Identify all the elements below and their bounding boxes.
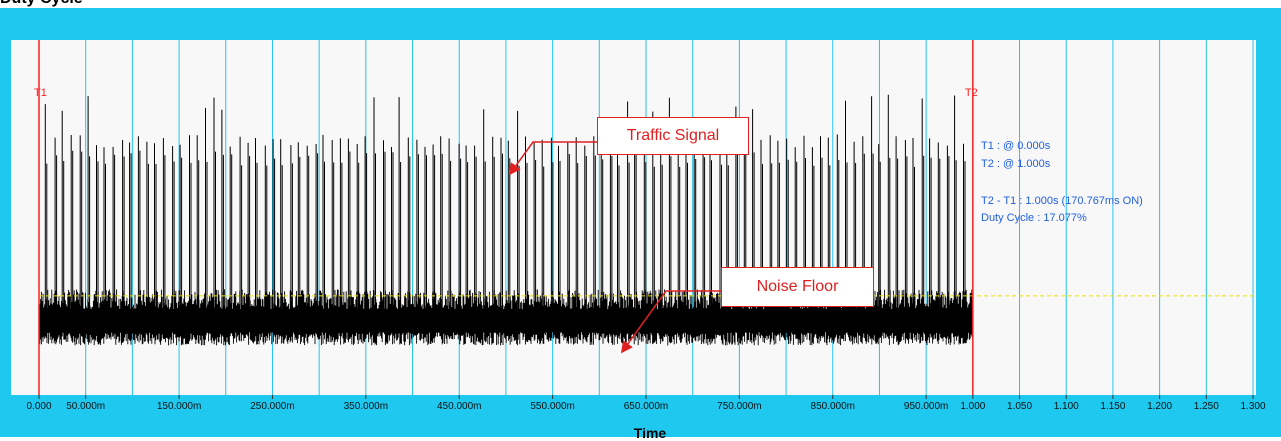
signal-layer [38, 94, 974, 346]
arrow-traffic-signal [508, 141, 597, 176]
x-tick-label: 350.000m [344, 401, 388, 412]
x-tick-label: 850.000m [811, 401, 855, 412]
x-tick-label: 550.000m [530, 401, 574, 412]
x-tick-label: 950.000m [904, 401, 948, 412]
x-tick-label: 1.100 [1054, 401, 1079, 412]
x-tick-label: 1.300 [1240, 401, 1265, 412]
chart-svg: T1 T2 0.000 50.000m 150.000m 250.000m 350.000… [11, 40, 1266, 412]
x-tick-label: 650.000m [624, 401, 668, 412]
window-title-strip: Duty Cycle [0, 0, 1281, 8]
x-tick-label: 1.150 [1100, 401, 1125, 412]
x-tick-label: 250.000m [250, 401, 294, 412]
callout-traffic-signal: Traffic Signal [597, 117, 749, 155]
x-tick-label: 150.000m [157, 401, 201, 412]
x-tick-label: 750.000m [717, 401, 761, 412]
traffic-signal-trace [44, 94, 966, 319]
readout-t1: T1 : @ 0.000s [981, 140, 1051, 152]
x-tick-label: 50.000m [66, 401, 105, 412]
x-tick-label: 1.000 [960, 401, 985, 412]
arrow-noise-floor [620, 290, 721, 354]
x-tick-label: 1.250 [1194, 401, 1219, 412]
x-tick-label: 1.200 [1147, 401, 1172, 412]
marker-label-t2: T2 [965, 87, 978, 99]
arrow-layer [508, 141, 721, 354]
readout-t2: T2 : @ 1.000s [981, 158, 1051, 170]
chart-frame: T1 T2 0.000 50.000m 150.000m 250.000m 350.000… [0, 8, 1281, 441]
window-title-fragment: Duty Cycle [0, 0, 83, 8]
readout-duty-cycle: Duty Cycle : 17.077% [981, 212, 1087, 224]
readout-delta: T2 - T1 : 1.000s (170.767ms ON) [981, 195, 1143, 207]
x-axis-title: Time [633, 425, 667, 441]
x-tick-label: 450.000m [437, 401, 481, 412]
marker-label-t1: T1 [34, 87, 47, 99]
tick-layer: 0.000 50.000m 150.000m 250.000m 350.000m 450.… [26, 395, 1266, 412]
x-tick-label: 0.000 [26, 401, 51, 412]
marker-layer: T1 T2 [34, 40, 978, 395]
x-tick-label: 1.050 [1007, 401, 1032, 412]
callout-noise-floor: Noise Floor [721, 267, 874, 307]
